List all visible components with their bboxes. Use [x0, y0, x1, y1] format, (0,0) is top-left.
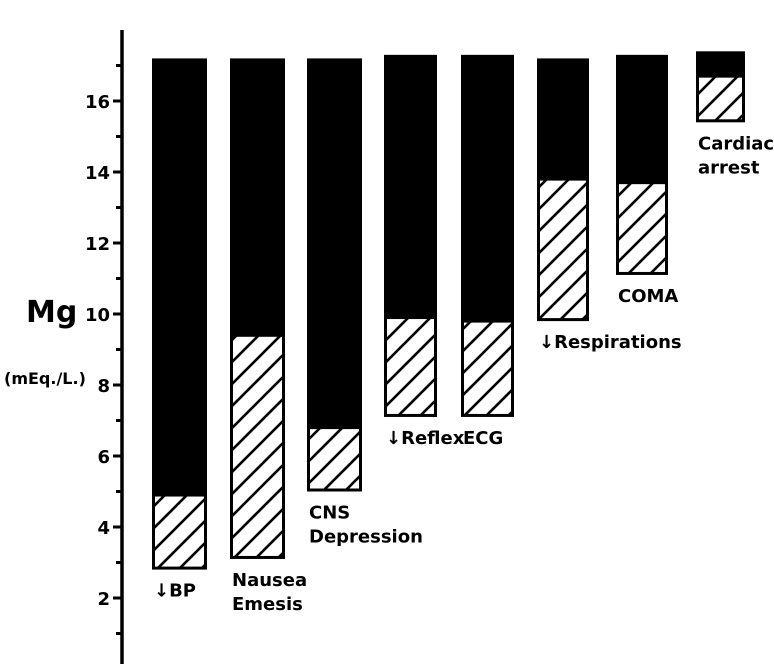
category-label: Depression	[309, 527, 423, 548]
solid-bar	[616, 54, 668, 183]
y-tick-label: 10	[85, 305, 110, 326]
solid-bar	[537, 58, 589, 180]
hatched-bar	[461, 319, 514, 417]
solid-bar	[384, 54, 437, 318]
hatched-bar	[152, 493, 207, 570]
y-axis-unit: (mEq./L.)	[4, 369, 86, 388]
bars	[152, 51, 745, 570]
category-label: ECG	[463, 428, 503, 449]
hatched-bar	[384, 316, 437, 417]
category-label: Nausea	[232, 570, 307, 591]
y-tick-label: 12	[85, 234, 110, 255]
y-axis: 2 4 6 8 10 12 14 16	[85, 30, 124, 664]
category-label: arrest	[698, 157, 760, 178]
solid-bar	[461, 54, 514, 322]
y-axis-title: Mg	[26, 295, 77, 330]
y-tick-label: 6	[97, 447, 110, 468]
y-tick-label: 2	[97, 589, 110, 610]
solid-bar	[696, 51, 745, 77]
hatched-bar	[307, 426, 362, 492]
solid-bar	[230, 58, 285, 336]
y-tick-label: 16	[85, 92, 110, 113]
category-label: Cardiac	[698, 133, 774, 154]
category-label: ↓BP	[154, 581, 196, 602]
category-label: ↓Respirations	[539, 332, 682, 353]
category-label: Emesis	[232, 594, 303, 615]
category-label: ↓Reflex	[386, 428, 465, 449]
hatched-bar	[230, 333, 285, 559]
hatched-bar	[537, 177, 589, 322]
y-tick-label: 14	[85, 163, 110, 184]
solid-bar	[307, 58, 362, 428]
hatched-bar	[616, 181, 668, 275]
solid-bar	[152, 58, 207, 496]
y-tick-label: 4	[97, 518, 110, 539]
hatched-bar	[696, 74, 745, 123]
category-label: COMA	[618, 286, 678, 307]
category-label: CNS	[309, 503, 350, 524]
y-tick-label: 8	[97, 376, 110, 397]
